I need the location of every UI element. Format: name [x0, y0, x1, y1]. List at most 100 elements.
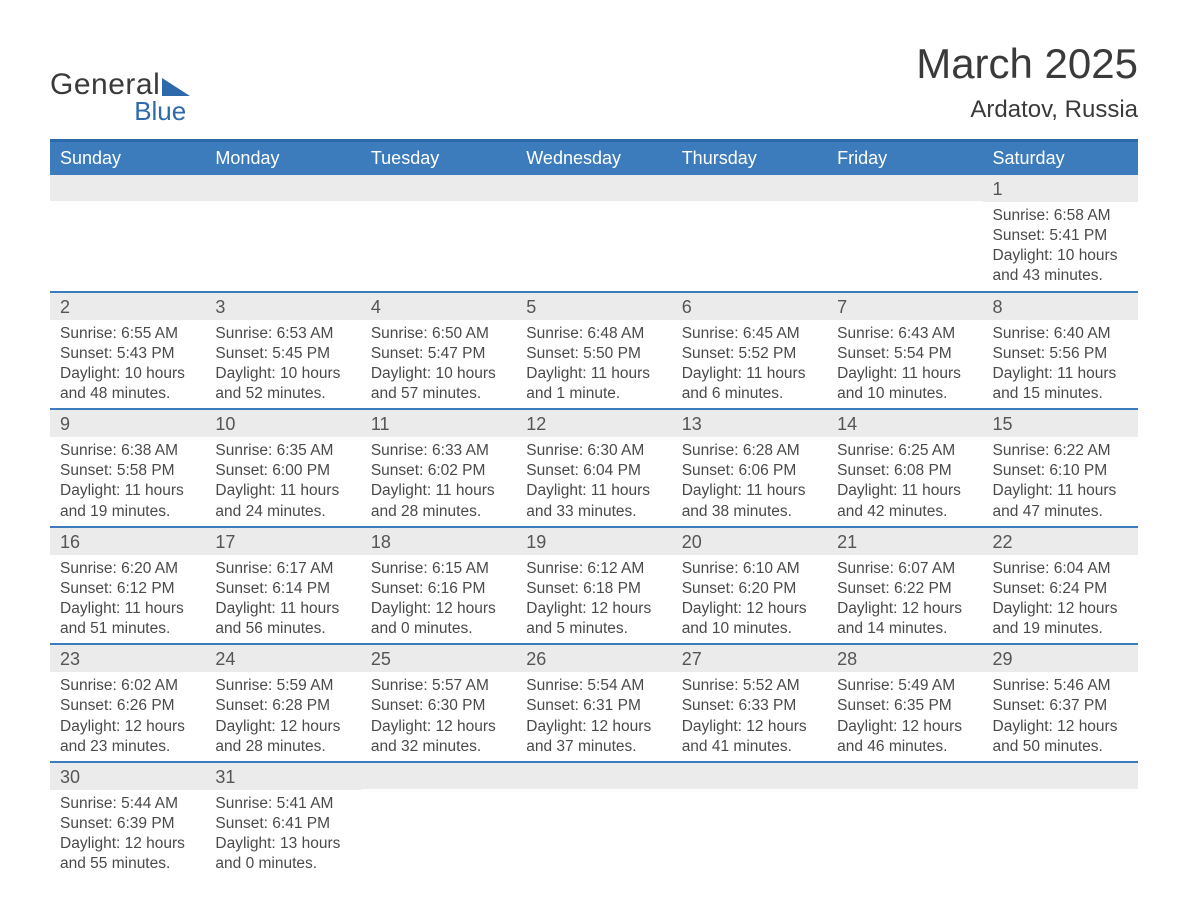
day-number: [50, 175, 205, 201]
sunrise-text: Sunrise: 6:43 AM: [837, 324, 972, 344]
day-body: Sunrise: 6:25 AMSunset: 6:08 PMDaylight:…: [827, 437, 982, 522]
day-body: Sunrise: 6:07 AMSunset: 6:22 PMDaylight:…: [827, 555, 982, 640]
sunrise-text: Sunrise: 5:46 AM: [993, 676, 1128, 696]
daylight-text: Daylight: 12 hours and 10 minutes.: [682, 599, 817, 639]
sunset-text: Sunset: 5:58 PM: [60, 461, 195, 481]
daylight-text: Daylight: 11 hours and 33 minutes.: [526, 481, 661, 521]
sunset-text: Sunset: 6:14 PM: [215, 579, 350, 599]
day-body: Sunrise: 6:28 AMSunset: 6:06 PMDaylight:…: [672, 437, 827, 522]
daylight-text: Daylight: 13 hours and 0 minutes.: [215, 834, 350, 874]
day-body: Sunrise: 6:43 AMSunset: 5:54 PMDaylight:…: [827, 320, 982, 405]
sunrise-text: Sunrise: 6:33 AM: [371, 441, 506, 461]
day-cell: 17Sunrise: 6:17 AMSunset: 6:14 PMDayligh…: [205, 528, 360, 644]
day-cell: 6Sunrise: 6:45 AMSunset: 5:52 PMDaylight…: [672, 293, 827, 409]
day-cell: 5Sunrise: 6:48 AMSunset: 5:50 PMDaylight…: [516, 293, 671, 409]
sunrise-text: Sunrise: 5:52 AM: [682, 676, 817, 696]
day-number: 21: [827, 528, 982, 555]
day-cell: 20Sunrise: 6:10 AMSunset: 6:20 PMDayligh…: [672, 528, 827, 644]
day-number: [516, 175, 671, 201]
day-body: Sunrise: 6:17 AMSunset: 6:14 PMDaylight:…: [205, 555, 360, 640]
daylight-text: Daylight: 11 hours and 15 minutes.: [993, 364, 1128, 404]
sunrise-text: Sunrise: 6:48 AM: [526, 324, 661, 344]
sunrise-text: Sunrise: 6:55 AM: [60, 324, 195, 344]
sunset-text: Sunset: 5:52 PM: [682, 344, 817, 364]
daylight-text: Daylight: 11 hours and 1 minute.: [526, 364, 661, 404]
day-number: [827, 175, 982, 201]
day-cell: 27 Sunrise: 5:52 AMSunset: 6:33 PMDayligh…: [672, 645, 827, 761]
day-number: 28: [827, 645, 982, 672]
daylight-text: Daylight: 12 hours and 19 minutes.: [993, 599, 1128, 639]
daylight-text: Daylight: 12 hours and 5 minutes.: [526, 599, 661, 639]
sunrise-text: Sunrise: 6:30 AM: [526, 441, 661, 461]
day-number: [516, 763, 671, 789]
sunset-text: Sunset: 6:16 PM: [371, 579, 506, 599]
daylight-text: Daylight: 12 hours and 50 minutes.: [993, 717, 1128, 757]
sunset-text: Sunset: 6:00 PM: [215, 461, 350, 481]
day-cell: [672, 175, 827, 291]
sunrise-text: Sunrise: 6:38 AM: [60, 441, 195, 461]
sunrise-text: Sunrise: 6:50 AM: [371, 324, 506, 344]
daylight-text: Daylight: 10 hours and 48 minutes.: [60, 364, 195, 404]
day-cell: 7Sunrise: 6:43 AMSunset: 5:54 PMDaylight…: [827, 293, 982, 409]
sunrise-text: Sunrise: 6:53 AM: [215, 324, 350, 344]
sunrise-text: Sunrise: 6:40 AM: [993, 324, 1128, 344]
day-number: 23: [50, 645, 205, 672]
day-body: [361, 789, 516, 793]
daylight-text: Daylight: 12 hours and 28 minutes.: [215, 717, 350, 757]
day-body: Sunrise: 5:41 AMSunset: 6:41 PMDaylight:…: [205, 790, 360, 875]
day-body: [672, 201, 827, 205]
day-number: 10: [205, 410, 360, 437]
day-cell: [983, 763, 1138, 879]
day-body: Sunrise: 6:20 AMSunset: 6:12 PMDaylight:…: [50, 555, 205, 640]
day-number: 5: [516, 293, 671, 320]
day-cell: 26Sunrise: 5:54 AMSunset: 6:31 PMDayligh…: [516, 645, 671, 761]
daylight-text: Daylight: 12 hours and 37 minutes.: [526, 717, 661, 757]
daylight-text: Daylight: 12 hours and 14 minutes.: [837, 599, 972, 639]
day-number: 31: [205, 763, 360, 790]
sunset-text: Sunset: 6:22 PM: [837, 579, 972, 599]
day-body: [516, 789, 671, 793]
day-cell: 29Sunrise: 5:46 AMSunset: 6:37 PMDayligh…: [983, 645, 1138, 761]
day-number: [983, 763, 1138, 789]
day-number: 11: [361, 410, 516, 437]
day-number: 16: [50, 528, 205, 555]
day-body: [827, 201, 982, 205]
sunset-text: Sunset: 5:41 PM: [993, 226, 1128, 246]
sunrise-text: Sunrise: 6:28 AM: [682, 441, 817, 461]
logo: General Blue: [50, 68, 190, 127]
sunset-text: Sunset: 6:33 PM: [682, 696, 817, 716]
sunset-text: Sunset: 6:06 PM: [682, 461, 817, 481]
title-block: March 2025 Ardatov, Russia: [916, 40, 1138, 124]
day-cell: 16Sunrise: 6:20 AMSunset: 6:12 PMDayligh…: [50, 528, 205, 644]
sunrise-text: Sunrise: 5:59 AM: [215, 676, 350, 696]
day-number: [361, 175, 516, 201]
day-number: 27: [672, 645, 827, 672]
day-number: [672, 175, 827, 201]
day-number: 26: [516, 645, 671, 672]
sunrise-text: Sunrise: 6:22 AM: [993, 441, 1128, 461]
day-number: 4: [361, 293, 516, 320]
day-number: 1: [983, 175, 1138, 202]
day-number: 15: [983, 410, 1138, 437]
day-number: 24: [205, 645, 360, 672]
day-body: Sunrise: 6:02 AMSunset: 6:26 PMDaylight:…: [50, 672, 205, 757]
daylight-text: Daylight: 12 hours and 46 minutes.: [837, 717, 972, 757]
day-number: 17: [205, 528, 360, 555]
week-row: 2Sunrise: 6:55 AMSunset: 5:43 PMDaylight…: [50, 293, 1138, 411]
day-body: Sunrise: 6:30 AMSunset: 6:04 PMDaylight:…: [516, 437, 671, 522]
sunset-text: Sunset: 6:26 PM: [60, 696, 195, 716]
day-cell: 21Sunrise: 6:07 AMSunset: 6:22 PMDayligh…: [827, 528, 982, 644]
day-number: 3: [205, 293, 360, 320]
daylight-text: Daylight: 11 hours and 24 minutes.: [215, 481, 350, 521]
sunrise-text: Sunrise: 6:45 AM: [682, 324, 817, 344]
day-cell: [827, 763, 982, 879]
day-body: Sunrise: 6:55 AMSunset: 5:43 PMDaylight:…: [50, 320, 205, 405]
day-number: [827, 763, 982, 789]
day-number: [205, 175, 360, 201]
day-number: [672, 763, 827, 789]
sunset-text: Sunset: 6:18 PM: [526, 579, 661, 599]
day-cell: 9Sunrise: 6:38 AMSunset: 5:58 PMDaylight…: [50, 410, 205, 526]
day-body: Sunrise: 6:10 AMSunset: 6:20 PMDaylight:…: [672, 555, 827, 640]
daylight-text: Daylight: 12 hours and 41 minutes.: [682, 717, 817, 757]
day-number: 8: [983, 293, 1138, 320]
